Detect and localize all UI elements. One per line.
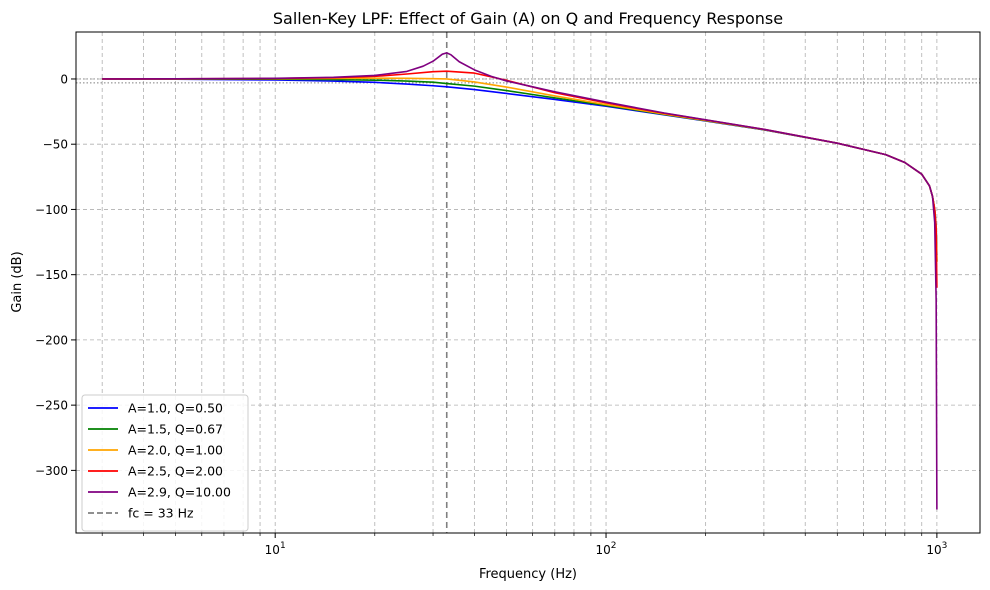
y-tick-label: −50: [43, 138, 68, 152]
x-tick-label: 102: [596, 541, 617, 557]
series-line: [102, 78, 938, 256]
y-tick-label: −100: [35, 203, 68, 217]
legend: A=1.0, Q=0.50 A=1.5, Q=0.67 A=2.0, Q=1.00 A…: [81, 394, 249, 532]
legend-label: A=1.5, Q=0.67: [128, 422, 223, 437]
y-tick-label: −300: [35, 464, 68, 478]
legend-box: [81, 394, 249, 532]
chart-title: Sallen-Key LPF: Effect of Gain (A) on Q …: [273, 9, 783, 28]
y-tick-label: −200: [35, 333, 68, 347]
legend-label: A=1.0, Q=0.50: [128, 401, 223, 416]
legend-label: fc = 33 Hz: [128, 506, 194, 521]
y-tick-label: −250: [35, 399, 68, 413]
x-tick-label: 101: [265, 541, 286, 557]
series-line: [102, 52, 938, 510]
y-axis-label: Gain (dB): [10, 251, 25, 312]
series-layer: [102, 52, 938, 510]
x-axis-label: Frequency (Hz): [479, 567, 577, 582]
plot-frame: [75, 31, 981, 534]
series-line: [102, 70, 938, 288]
x-axis: 101 102 103: [101, 533, 947, 557]
y-tick-label: 0: [60, 72, 68, 86]
series-line: [102, 78, 938, 262]
y-tick-label: −150: [35, 268, 68, 282]
series-line: [102, 77, 938, 262]
legend-label: A=2.0, Q=1.00: [128, 443, 223, 458]
y-axis: 0 −50 −100 −150 −200 −250 −300: [35, 72, 76, 478]
legend-label: A=2.9, Q=10.00: [128, 485, 231, 500]
x-tick-label: 103: [926, 541, 947, 557]
legend-label: A=2.5, Q=2.00: [128, 464, 223, 479]
